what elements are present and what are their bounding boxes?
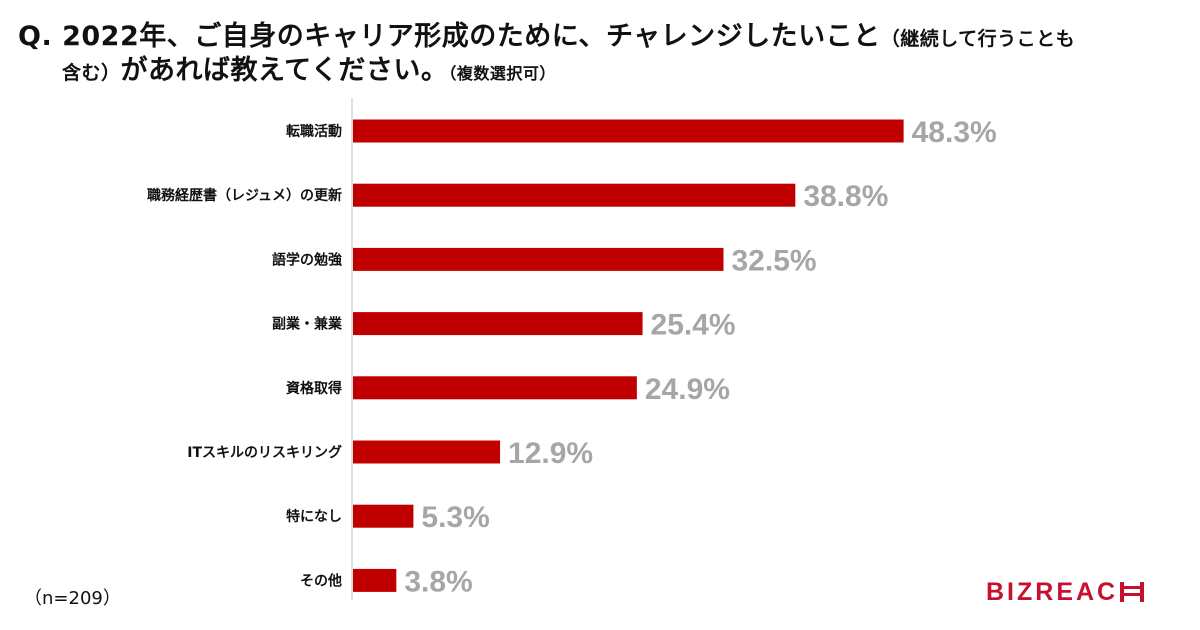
category-label: 転職活動 <box>286 123 342 140</box>
category-label: 資格取得 <box>286 380 342 397</box>
value-label: 24.9% <box>645 373 730 406</box>
question-note-end: 含む） <box>62 62 121 84</box>
value-label: 38.8% <box>803 180 888 213</box>
bar <box>353 440 501 464</box>
question-line-1: Q. 2022年、ご自身のキャリア形成のために、チャレンジしたいこと（継続して行… <box>18 14 1075 53</box>
value-label: 25.4% <box>651 309 736 342</box>
bar <box>353 504 414 528</box>
category-label: ITスキルのリスキリング <box>187 444 342 461</box>
category-label: 特になし <box>286 508 342 525</box>
bar <box>353 183 796 207</box>
logo-h-mark-icon <box>1120 582 1145 602</box>
question-line-2: 含む）があれば教えてください。（複数選択可） <box>62 48 556 87</box>
question-multiple-choice-note: （複数選択可） <box>448 64 556 83</box>
value-label: 12.9% <box>508 437 593 470</box>
value-label: 5.3% <box>421 501 489 534</box>
category-label: 副業・兼業 <box>272 316 343 333</box>
category-label: 職務経歴書（レジュメ）の更新 <box>147 187 342 204</box>
bar <box>353 247 724 271</box>
bars-layer: 転職活動 48.3% 職務経歴書（レジュメ）の更新 38.8% 語学の勉強 32.5% 副業… <box>147 116 997 598</box>
value-label: 3.8% <box>404 565 472 598</box>
bar <box>353 119 904 143</box>
bar <box>353 312 643 336</box>
category-label: 語学の勉強 <box>272 251 342 268</box>
bar <box>353 376 637 400</box>
bizreach-logo: BIZREAC <box>986 578 1145 607</box>
sample-size-label: （n=209） <box>24 588 121 609</box>
value-label: 48.3% <box>912 116 997 149</box>
bar <box>353 568 397 592</box>
logo-text: BIZREAC <box>986 578 1119 606</box>
question-note-start: （継続して行うことも <box>880 28 1076 50</box>
category-label: その他 <box>300 572 342 589</box>
question-text-end: があれば教えてください。 <box>120 55 449 86</box>
question-text-main: Q. 2022年、ご自身のキャリア形成のために、チャレンジしたいこと <box>18 21 881 52</box>
value-label: 32.5% <box>732 244 817 277</box>
